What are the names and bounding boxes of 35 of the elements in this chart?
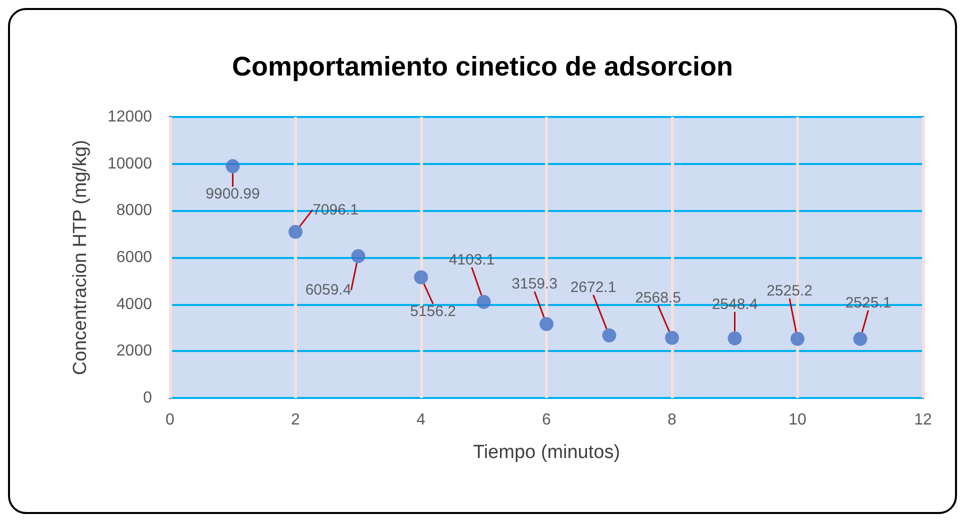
y-axis-title: Concentracion HTP (mg/kg) (70, 140, 91, 376)
data-label: 9900.99 (206, 186, 260, 203)
point (351, 249, 366, 264)
point (288, 224, 302, 239)
point (476, 294, 491, 309)
y-tick-label: 0 (143, 390, 152, 406)
point (540, 317, 554, 332)
chart-title: Comportamiento cinetico de adsorcion (232, 52, 734, 82)
point (602, 328, 616, 342)
data-label: 2525.2 (766, 282, 812, 300)
point (853, 332, 868, 346)
x-axis-title: Tiempo (minutos) (472, 442, 620, 463)
point (728, 331, 742, 346)
x-tick-label: 12 (914, 412, 932, 428)
data-label: 3159.3 (512, 276, 558, 293)
point (414, 270, 428, 284)
point (790, 332, 804, 346)
x-tick-label: 0 (166, 412, 175, 428)
data-label: 6059.4 (305, 282, 352, 299)
point (665, 330, 679, 345)
x-tick-label: 8 (668, 412, 677, 428)
x-tick-label: 2 (291, 412, 300, 428)
x-tick-label: 6 (542, 412, 552, 428)
y-tick-label: 6000 (116, 249, 152, 266)
data-label: 5156.2 (410, 302, 456, 320)
data-label: 2568.5 (635, 289, 681, 306)
x-tick-label: 4 (416, 412, 426, 428)
y-tick-label: 8000 (116, 202, 152, 220)
y-tick-label: 2000 (116, 342, 152, 360)
y-tick-label: 4000 (116, 296, 152, 313)
y-tick-label: 12000 (108, 108, 152, 126)
x-tick-label: 10 (788, 412, 806, 428)
point (226, 159, 240, 174)
data-label: 2672.1 (570, 278, 616, 296)
y-tick-label: 10000 (108, 155, 152, 172)
